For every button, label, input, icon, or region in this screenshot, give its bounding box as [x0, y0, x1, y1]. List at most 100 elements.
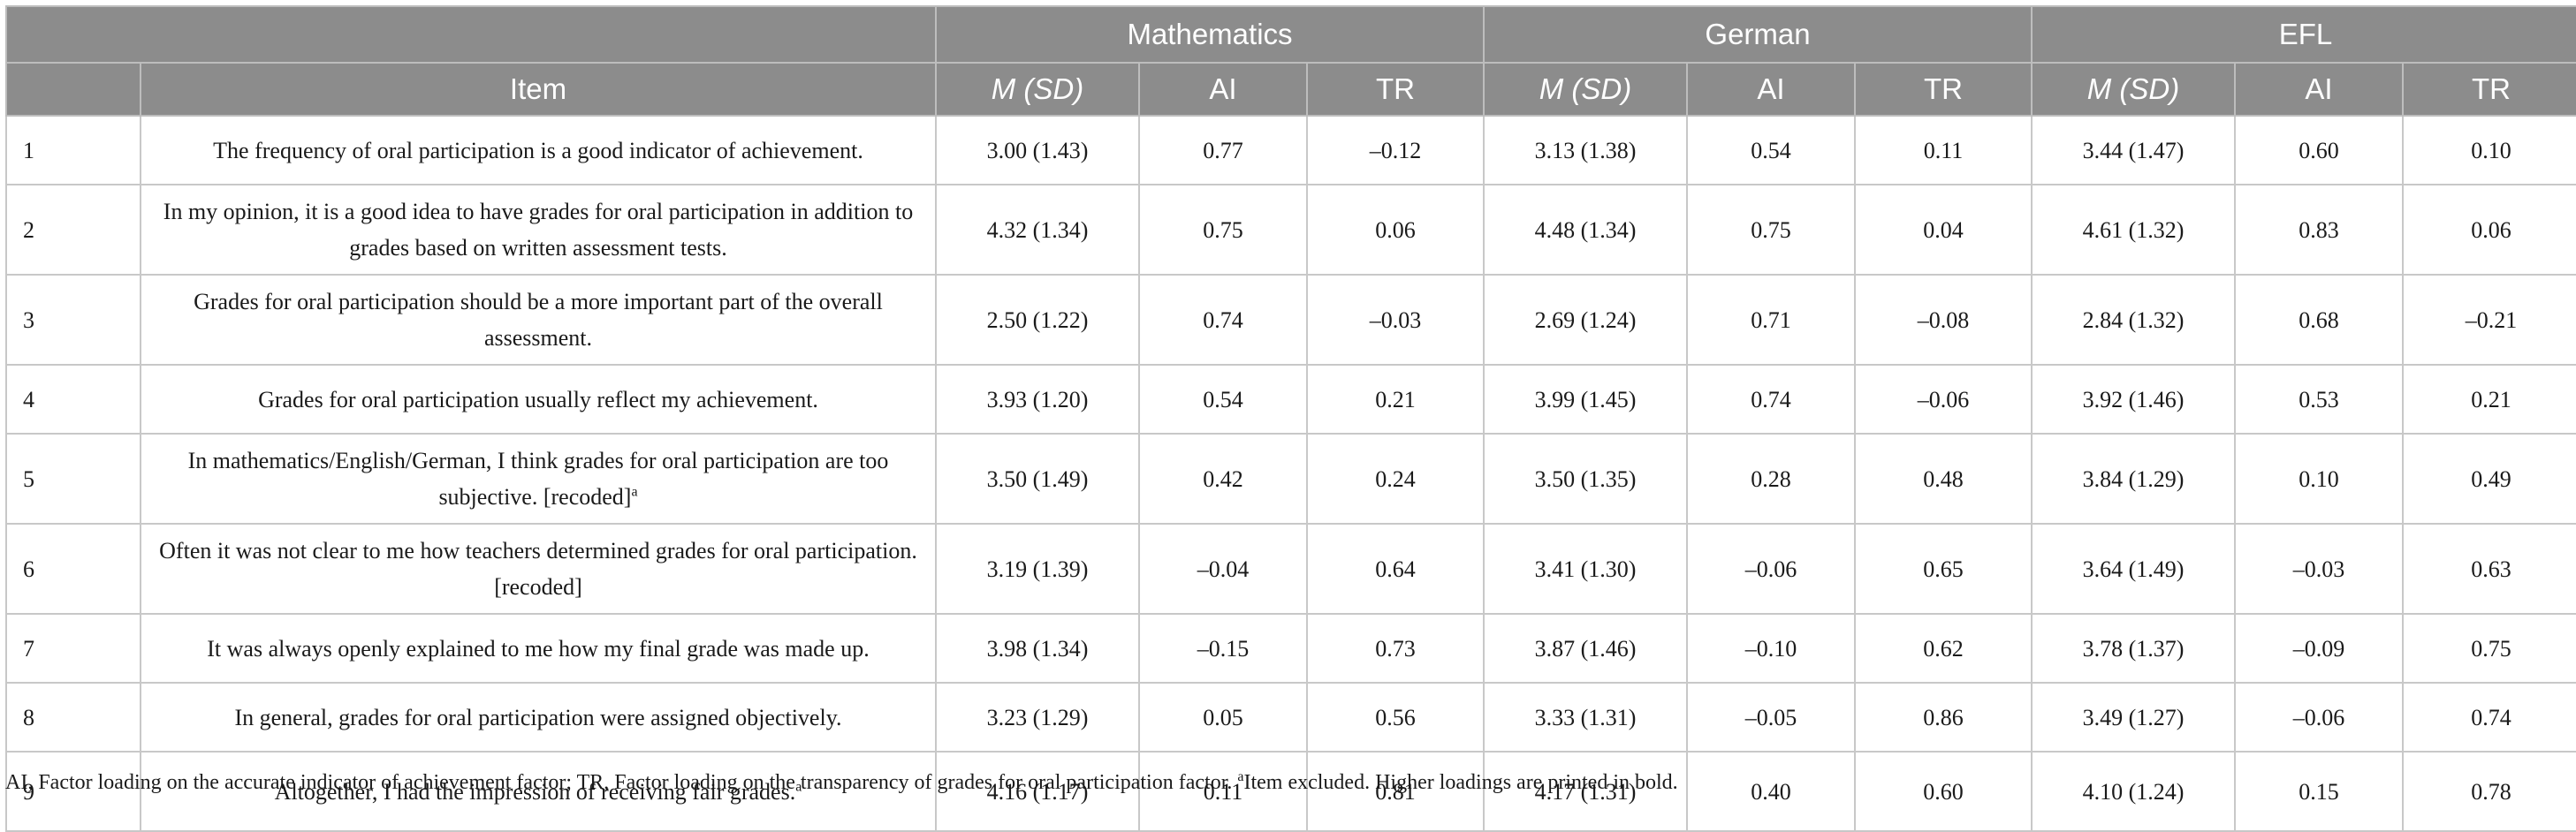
item-superscript: a — [795, 778, 802, 794]
cell-german-tr: 0.48 — [1854, 433, 2033, 525]
cell-math-ai: 0.77 — [1138, 115, 1308, 185]
cell-german-ai: 0.74 — [1686, 364, 1857, 435]
header-row-groups: Mathematics German EFL — [5, 5, 2576, 64]
cell-math-msd: 4.32 (1.34) — [935, 184, 1140, 276]
row-number: 1 — [5, 115, 141, 185]
cell-german-tr: 0.60 — [1854, 751, 2033, 832]
cell-german-msd: 3.99 (1.45) — [1483, 364, 1689, 435]
cell-efl-ai: 0.60 — [2234, 115, 2405, 185]
cell-efl-tr: 0.74 — [2402, 682, 2576, 753]
cell-math-msd: 3.23 (1.29) — [935, 682, 1140, 753]
cell-math-msd: 3.50 (1.49) — [935, 433, 1140, 525]
row-number: 5 — [5, 433, 141, 525]
row-number: 2 — [5, 184, 141, 276]
cell-german-ai: 0.40 — [1686, 751, 1857, 832]
table-row: 7 It was always openly explained to me ho… — [5, 613, 2576, 684]
cell-german-tr: 0.11 — [1854, 115, 2033, 185]
cell-efl-msd: 3.64 (1.49) — [2031, 523, 2237, 615]
table-footnote: AI, Factor loading on the accurate indic… — [5, 769, 1678, 795]
cell-efl-tr: 0.78 — [2402, 751, 2576, 832]
table-row: 6 Often it was not clear to me how teache… — [5, 523, 2576, 615]
header-math-tr: TR — [1305, 62, 1486, 117]
item-text: Often it was not clear to me how teacher… — [159, 538, 917, 600]
cell-efl-msd: 4.61 (1.32) — [2031, 184, 2237, 276]
cell-math-tr: –0.12 — [1305, 115, 1486, 185]
table-row: 1 The frequency of oral participation is … — [5, 115, 2576, 185]
header-num — [5, 62, 141, 117]
cell-math-msd: 2.50 (1.22) — [935, 274, 1140, 366]
cell-efl-ai: 0.10 — [2234, 433, 2405, 525]
cell-german-tr: 0.04 — [1854, 184, 2033, 276]
cell-german-msd: 3.41 (1.30) — [1483, 523, 1689, 615]
table-row: 4 Grades for oral participation usually r… — [5, 364, 2576, 435]
cell-efl-ai: –0.06 — [2234, 682, 2405, 753]
cell-german-tr: 0.65 — [1854, 523, 2033, 615]
header-efl-ai: AI — [2234, 62, 2405, 117]
header-math-ai: AI — [1138, 62, 1308, 117]
row-item-text: Often it was not clear to me how teacher… — [140, 523, 937, 615]
header-item: Item — [140, 62, 937, 117]
cell-efl-msd: 3.92 (1.46) — [2031, 364, 2237, 435]
header-math-msd: M (SD) — [935, 62, 1140, 117]
cell-german-ai: 0.54 — [1686, 115, 1857, 185]
cell-efl-ai: 0.83 — [2234, 184, 2405, 276]
row-item-text: It was always openly explained to me how… — [140, 613, 937, 684]
header-row-columns: Item M (SD) AI TR M (SD) AI TR M (SD) AI… — [5, 62, 2576, 117]
cell-german-msd: 3.50 (1.35) — [1483, 433, 1689, 525]
data-table: Mathematics German EFL Item M (SD) AI TR… — [5, 5, 2576, 832]
cell-efl-ai: –0.03 — [2234, 523, 2405, 615]
cell-german-msd: 2.69 (1.24) — [1483, 274, 1689, 366]
footnote-superscript: a — [1237, 769, 1244, 784]
cell-efl-tr: 0.10 — [2402, 115, 2576, 185]
row-item-text: In general, grades for oral participatio… — [140, 682, 937, 753]
cell-math-msd: 3.19 (1.39) — [935, 523, 1140, 615]
row-number: 7 — [5, 613, 141, 684]
row-item-text: The frequency of oral participation is a… — [140, 115, 937, 185]
item-text: Grades for oral participation usually re… — [258, 386, 818, 412]
row-item-text: Grades for oral participation usually re… — [140, 364, 937, 435]
cell-efl-ai: –0.09 — [2234, 613, 2405, 684]
header-blank — [5, 5, 937, 64]
cell-math-ai: 0.42 — [1138, 433, 1308, 525]
cell-efl-msd: 3.49 (1.27) — [2031, 682, 2237, 753]
cell-math-tr: 0.24 — [1305, 433, 1486, 525]
row-item-text: In mathematics/English/German, I think g… — [140, 433, 937, 525]
header-group-german: German — [1483, 5, 2033, 64]
cell-efl-tr: –0.21 — [2402, 274, 2576, 366]
cell-math-tr: 0.21 — [1305, 364, 1486, 435]
row-number: 3 — [5, 274, 141, 366]
cell-german-ai: 0.75 — [1686, 184, 1857, 276]
cell-efl-ai: 0.68 — [2234, 274, 2405, 366]
row-item-text: Grades for oral participation should be … — [140, 274, 937, 366]
header-german-msd: M (SD) — [1483, 62, 1689, 117]
cell-math-tr: 0.56 — [1305, 682, 1486, 753]
row-item-text: In my opinion, it is a good idea to have… — [140, 184, 937, 276]
table-body: 1 The frequency of oral participation is … — [5, 115, 2576, 832]
row-number: 4 — [5, 364, 141, 435]
table-row: 5 In mathematics/English/German, I think … — [5, 433, 2576, 525]
table-header: Mathematics German EFL Item M (SD) AI TR… — [5, 5, 2576, 117]
cell-efl-msd: 4.10 (1.24) — [2031, 751, 2237, 832]
item-superscript: a — [631, 484, 638, 500]
header-group-mathematics: Mathematics — [934, 5, 1486, 64]
cell-math-ai: 0.05 — [1138, 682, 1308, 753]
footnote-tail: Item excluded. Higher loadings are print… — [1243, 771, 1678, 794]
cell-german-tr: –0.06 — [1854, 364, 2033, 435]
cell-efl-tr: 0.75 — [2402, 613, 2576, 684]
table-row: 3 Grades for oral participation should be… — [5, 274, 2576, 366]
cell-efl-msd: 3.84 (1.29) — [2031, 433, 2237, 525]
cell-german-ai: –0.06 — [1686, 523, 1857, 615]
cell-efl-ai: 0.53 — [2234, 364, 2405, 435]
cell-efl-tr: 0.63 — [2402, 523, 2576, 615]
item-text: In mathematics/English/German, I think g… — [187, 448, 889, 510]
cell-efl-tr: 0.06 — [2402, 184, 2576, 276]
cell-math-tr: –0.03 — [1305, 274, 1486, 366]
cell-german-tr: 0.86 — [1854, 682, 2033, 753]
cell-efl-msd: 3.44 (1.47) — [2031, 115, 2237, 185]
table-container: Mathematics German EFL Item M (SD) AI TR… — [5, 5, 2576, 832]
item-text: The frequency of oral participation is a… — [213, 137, 863, 163]
cell-german-ai: –0.10 — [1686, 613, 1857, 684]
cell-math-ai: 0.54 — [1138, 364, 1308, 435]
header-group-efl: EFL — [2031, 5, 2576, 64]
cell-math-ai: 0.75 — [1138, 184, 1308, 276]
